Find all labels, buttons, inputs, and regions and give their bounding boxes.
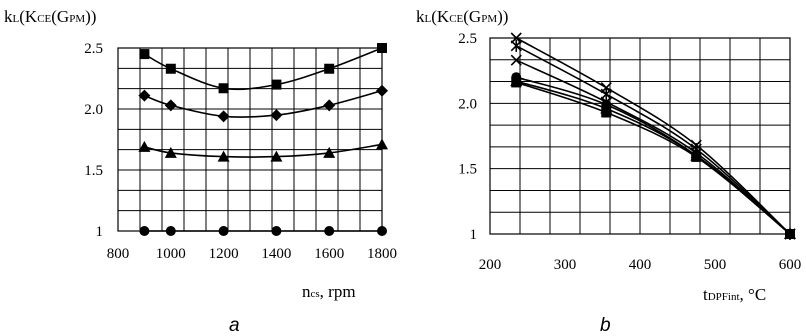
- chart-b-xtick-label: 600: [779, 257, 802, 273]
- series-line: [516, 76, 791, 235]
- chart-b-series-4: [511, 72, 795, 239]
- data-point-square: [139, 49, 150, 60]
- data-point-square: [785, 229, 795, 239]
- data-point-cross: [510, 32, 522, 44]
- series-line: [516, 81, 791, 235]
- data-point-square: [511, 77, 522, 88]
- chart-b-xtick-label: 200: [479, 257, 502, 273]
- chart-a-ytick-label: 2.0: [84, 102, 103, 118]
- data-point-circle: [218, 226, 229, 236]
- chart-a-series-4: [139, 226, 387, 236]
- chart-b-series-2: [510, 39, 796, 240]
- chart-a-xlabel: ncs, rpm: [302, 282, 356, 301]
- data-point-triangle: [138, 140, 151, 152]
- chart-b-plot: 200 300 400 500 600 1 1.5 2.0 2.5: [458, 31, 801, 273]
- panel-label-b: b: [600, 315, 611, 336]
- chart-a-ytick-label: 1.5: [84, 163, 103, 179]
- data-point-circle: [377, 226, 387, 236]
- data-point-triangle: [376, 138, 388, 150]
- series-line: [515, 37, 791, 235]
- chart-a-ytick-label: 1: [96, 224, 104, 240]
- chart-b-xtick-label: 500: [704, 257, 727, 273]
- series-line: [144, 143, 383, 158]
- chart-a-ylabel: kL(KCE(GPM)): [4, 7, 96, 26]
- chart-b-ytick-label: 2.0: [458, 96, 477, 112]
- chart-b-frame: [489, 37, 791, 235]
- data-point-diamond: [376, 84, 388, 97]
- data-point-triangle: [270, 150, 283, 162]
- data-point-square: [324, 63, 335, 74]
- data-point-square: [601, 107, 612, 118]
- data-point-square: [271, 79, 282, 90]
- chart-b-xtick-label: 400: [629, 257, 652, 273]
- data-point-star: [510, 39, 522, 52]
- data-point-triangle: [164, 146, 177, 158]
- chart-b-series-5: [510, 75, 796, 239]
- data-point-triangle: [323, 146, 336, 158]
- chart-a-series-3: [138, 138, 388, 162]
- chart-a-ytick-label: 2.5: [84, 41, 103, 57]
- chart-b-xtick-label: 300: [554, 257, 577, 273]
- data-point-square: [165, 63, 176, 74]
- data-point-circle: [271, 226, 282, 236]
- chart-b-xlabel: tDPFint, °C: [703, 285, 766, 304]
- chart-a-series-1: [139, 43, 387, 94]
- chart-b-ytick-label: 1: [470, 227, 478, 243]
- data-point-diamond: [164, 99, 177, 112]
- data-point-square: [691, 151, 702, 162]
- chart-b-series-6: [511, 77, 795, 239]
- chart-b-series-1: [510, 32, 796, 240]
- data-point-diamond: [323, 99, 336, 112]
- chart-a-xtick-label: 1200: [209, 246, 239, 262]
- chart-b-ytick-label: 1.5: [458, 162, 477, 178]
- series-line: [516, 80, 791, 235]
- data-point-star: [600, 88, 612, 101]
- data-point-cross: [510, 54, 522, 66]
- data-point-diamond: [270, 109, 283, 122]
- data-point-square: [218, 83, 229, 94]
- chart-a-series-2: [138, 84, 388, 123]
- chart-b-ylabel: kL(KCE(GPM)): [416, 7, 508, 26]
- data-point-square: [377, 43, 387, 53]
- chart-b-grid: [490, 38, 790, 234]
- chart-a-xtick-label: 1000: [156, 246, 186, 262]
- data-point-diamond: [138, 89, 151, 102]
- chart-b-ytick-label: 2.5: [458, 31, 477, 47]
- chart-a-plot: 800 1000 1200 1400 1600 1800 1 1.5 2.0 2.5: [84, 41, 397, 262]
- data-point-circle: [324, 226, 335, 236]
- data-point-triangle: [217, 150, 230, 162]
- series-line: [144, 89, 383, 118]
- series-line: [515, 45, 791, 235]
- chart-a-xtick-label: 1600: [314, 246, 344, 262]
- panel-label-a: a: [229, 315, 240, 336]
- data-point-circle: [165, 226, 176, 236]
- data-point-circle: [139, 226, 150, 236]
- chart-a-xtick-label: 800: [107, 246, 130, 262]
- chart-a-xtick-label: 1400: [261, 246, 291, 262]
- data-point-diamond: [217, 110, 230, 123]
- chart-a-xtick-label: 1800: [367, 246, 397, 262]
- chart-a-grid: [118, 48, 382, 231]
